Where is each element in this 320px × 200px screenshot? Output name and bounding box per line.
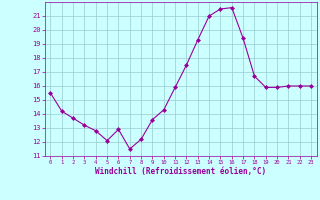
X-axis label: Windchill (Refroidissement éolien,°C): Windchill (Refroidissement éolien,°C) xyxy=(95,167,266,176)
